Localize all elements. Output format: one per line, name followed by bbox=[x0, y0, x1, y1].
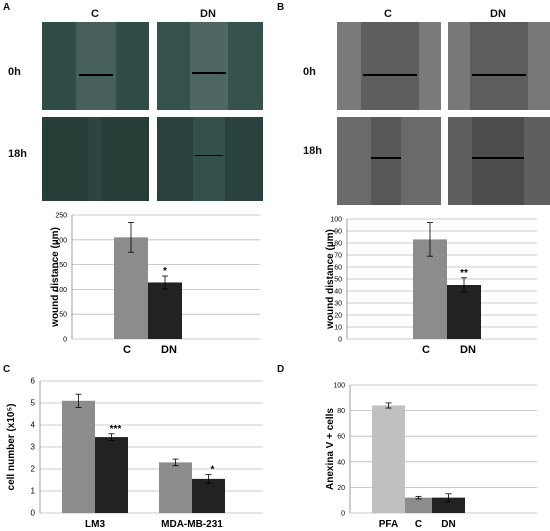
chart-b-category-0: C bbox=[422, 344, 430, 356]
chart-c-cell-number: 0 1 2 3 4 5 6 cell number (x10⁵) *** LM3 * MDA-MB-2… bbox=[6, 377, 263, 530]
panel-a-col-label-c: C bbox=[91, 8, 99, 20]
chart-d-ytick-5: 100 bbox=[333, 383, 345, 390]
chart-c-significance-1: * bbox=[211, 465, 215, 476]
micrograph-b-c-0h bbox=[337, 22, 441, 110]
chart-b-ylabel: wound distance (µm) bbox=[325, 229, 336, 330]
chart-d-ytick-1: 20 bbox=[337, 485, 345, 492]
chart-b-ytick-7: 70 bbox=[334, 253, 342, 260]
chart-c-significance-0: *** bbox=[110, 424, 122, 435]
chart-d-anexina: 0 20 40 60 80 100 Anexina V + cells PFA C DN bbox=[325, 383, 537, 530]
panel-letter-a: A bbox=[3, 2, 11, 13]
panel-a-row-label-18h: 18h bbox=[8, 148, 27, 160]
chart-d-category-1: C bbox=[415, 519, 422, 530]
chart-a-category-1: DN bbox=[161, 344, 177, 356]
chart-b-ytick-5: 50 bbox=[334, 277, 342, 284]
chart-a-bar-0 bbox=[114, 237, 148, 339]
micrograph-a-dn-18h bbox=[157, 117, 263, 201]
chart-a-ytick-5: 250 bbox=[55, 213, 67, 220]
panel-b-col-label-c: C bbox=[384, 8, 392, 20]
chart-d-ytick-3: 60 bbox=[337, 434, 345, 441]
chart-d-ytick-4: 80 bbox=[337, 408, 345, 415]
chart-d-bar-1 bbox=[405, 497, 432, 513]
chart-c-ytick-0: 0 bbox=[31, 509, 36, 518]
chart-d-category-2: DN bbox=[441, 519, 455, 530]
micrograph-a-c-0h bbox=[42, 22, 149, 110]
chart-b-ytick-6: 60 bbox=[334, 265, 342, 272]
chart-a-bar-1 bbox=[148, 282, 182, 339]
chart-a-category-0: C bbox=[123, 344, 131, 356]
chart-b-ytick-1: 10 bbox=[334, 325, 342, 332]
chart-b-ytick-8: 80 bbox=[334, 241, 342, 248]
panel-b-row-label-18h: 18h bbox=[303, 145, 322, 157]
chart-b-ytick-4: 40 bbox=[334, 289, 342, 296]
chart-b-bar-1 bbox=[447, 285, 481, 339]
chart-c-bar-g1-s0 bbox=[159, 462, 192, 513]
chart-b-ytick-10: 100 bbox=[330, 217, 342, 224]
panel-letter-c: C bbox=[3, 364, 11, 375]
chart-a-ylabel: wound distance (µm) bbox=[50, 227, 61, 328]
chart-a-wound-distance: 0 50 100 150 200 250 wound distance (µm) C * DN bbox=[50, 213, 260, 356]
panel-letter-d: D bbox=[277, 364, 285, 375]
chart-a-ytick-4: 200 bbox=[55, 237, 67, 244]
chart-b-wound-distance: 0 10 20 30 40 50 60 70 80 90 100 wound distance (µm… bbox=[325, 217, 537, 356]
chart-c-ytick-3: 3 bbox=[31, 443, 36, 452]
chart-a-ytick-0: 0 bbox=[63, 337, 67, 344]
chart-c-ytick-5: 5 bbox=[31, 399, 36, 408]
panel-b-row-label-0h: 0h bbox=[303, 66, 316, 78]
micrograph-a-dn-0h bbox=[157, 22, 263, 110]
chart-b-ytick-2: 20 bbox=[334, 313, 342, 320]
panel-letter-b: B bbox=[277, 2, 285, 13]
chart-a-significance-1: * bbox=[163, 266, 167, 277]
chart-c-ytick-6: 6 bbox=[31, 377, 36, 386]
chart-c-ytick-4: 4 bbox=[31, 421, 36, 430]
panel-a-col-label-dn: DN bbox=[200, 8, 216, 20]
chart-c-ytick-2: 2 bbox=[31, 465, 36, 474]
chart-d-category-0: PFA bbox=[379, 519, 398, 530]
micrograph-b-dn-18h bbox=[448, 117, 550, 205]
chart-d-bar-0 bbox=[372, 405, 405, 513]
micrograph-b-c-18h bbox=[337, 117, 441, 205]
micrograph-a-c-18h bbox=[42, 117, 149, 201]
panel-a-row-label-0h: 0h bbox=[8, 66, 21, 78]
chart-c-bar-g0-s0 bbox=[62, 400, 95, 513]
chart-a-ytick-2: 100 bbox=[55, 287, 67, 294]
chart-b-ytick-3: 30 bbox=[334, 301, 342, 308]
chart-c-ytick-1: 1 bbox=[31, 487, 36, 496]
chart-a-ytick-1: 50 bbox=[59, 312, 67, 319]
micrograph-b-dn-0h bbox=[448, 22, 550, 110]
chart-c-category-1: MDA-MB-231 bbox=[161, 519, 223, 530]
chart-a-ytick-3: 150 bbox=[55, 262, 67, 269]
chart-b-category-1: DN bbox=[460, 344, 476, 356]
chart-c-bar-g0-s1 bbox=[95, 437, 128, 513]
chart-d-bar-2 bbox=[432, 497, 465, 513]
chart-d-ylabel: Anexina V + cells bbox=[325, 408, 336, 490]
chart-c-category-0: LM3 bbox=[85, 519, 105, 530]
chart-d-ytick-2: 40 bbox=[337, 459, 345, 466]
panel-b-col-label-dn: DN bbox=[490, 8, 506, 20]
chart-c-ylabel: cell number (x10⁵) bbox=[6, 404, 17, 491]
chart-b-ytick-9: 90 bbox=[334, 229, 342, 236]
chart-b-ytick-0: 0 bbox=[338, 337, 342, 344]
chart-b-significance-1: ** bbox=[460, 268, 468, 279]
chart-d-ytick-0: 0 bbox=[341, 511, 345, 518]
chart-c-bar-g1-s1 bbox=[192, 478, 225, 513]
